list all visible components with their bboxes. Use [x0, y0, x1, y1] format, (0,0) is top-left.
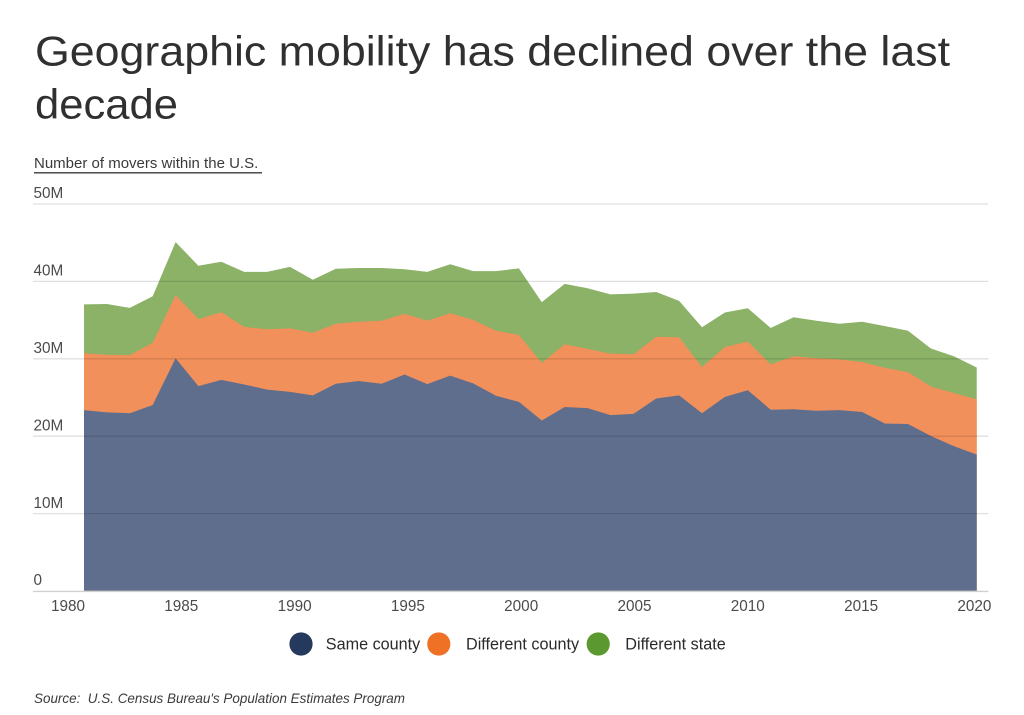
svg-text:Source: U.S. Census Bureau's: Source: U.S. Census Bureau's Population …	[34, 690, 405, 706]
svg-text:1980: 1980	[51, 598, 85, 615]
svg-text:40M: 40M	[34, 263, 64, 280]
svg-text:decade: decade	[35, 81, 178, 128]
svg-text:2020: 2020	[957, 598, 991, 615]
svg-text:1990: 1990	[278, 598, 312, 615]
svg-text:0: 0	[34, 572, 43, 589]
svg-text:Number of movers within the U.: Number of movers within the U.S.	[34, 155, 258, 172]
svg-text:50M: 50M	[34, 185, 64, 202]
svg-text:Different state: Different state	[625, 636, 725, 654]
svg-text:10M: 10M	[34, 495, 64, 512]
svg-text:1995: 1995	[391, 598, 425, 615]
svg-text:2010: 2010	[731, 598, 765, 615]
svg-text:2015: 2015	[844, 598, 878, 615]
svg-text:20M: 20M	[34, 417, 64, 434]
svg-text:2005: 2005	[617, 598, 651, 615]
svg-text:Same county: Same county	[326, 636, 421, 654]
svg-text:1985: 1985	[164, 598, 198, 615]
svg-text:Geographic mobility has declin: Geographic mobility has declined over th…	[35, 28, 950, 75]
svg-text:2000: 2000	[504, 598, 538, 615]
svg-text:30M: 30M	[34, 340, 64, 357]
svg-text:Different county: Different county	[466, 636, 580, 654]
